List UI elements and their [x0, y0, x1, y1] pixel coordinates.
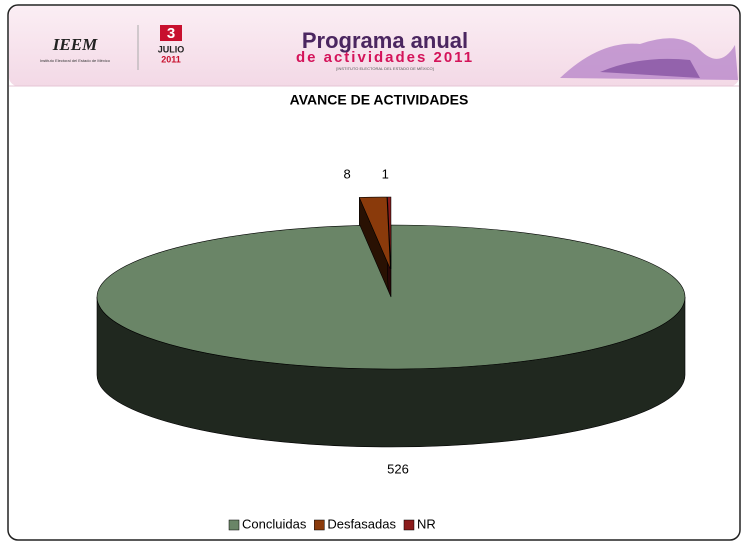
logo-caption: Instituto Electoral del Estado de México	[40, 58, 111, 63]
slide: IEEM Instituto Electoral del Estado de M…	[0, 0, 747, 547]
legend-swatch	[404, 520, 414, 530]
legend-swatch	[229, 520, 239, 530]
data-label: 1	[382, 166, 389, 181]
chart-title: AVANCE DE ACTIVIDADES	[290, 92, 469, 108]
legend-label: Desfasadas	[327, 516, 396, 531]
legend-swatch	[314, 520, 324, 530]
date-month: JULIO	[158, 44, 185, 54]
legend-label: NR	[417, 516, 436, 531]
data-label: 8	[343, 167, 350, 182]
legend-label: Concluidas	[242, 516, 307, 531]
date-year: 2011	[161, 54, 181, 64]
institution: [INSTITUTO ELECTORAL DEL ESTADO DE MÉXIC…	[336, 66, 434, 71]
date-day: 3	[167, 25, 175, 42]
logo: IEEM	[52, 35, 98, 54]
data-label: 526	[387, 461, 409, 476]
program-subtitle: de actividades 2011	[296, 49, 474, 66]
